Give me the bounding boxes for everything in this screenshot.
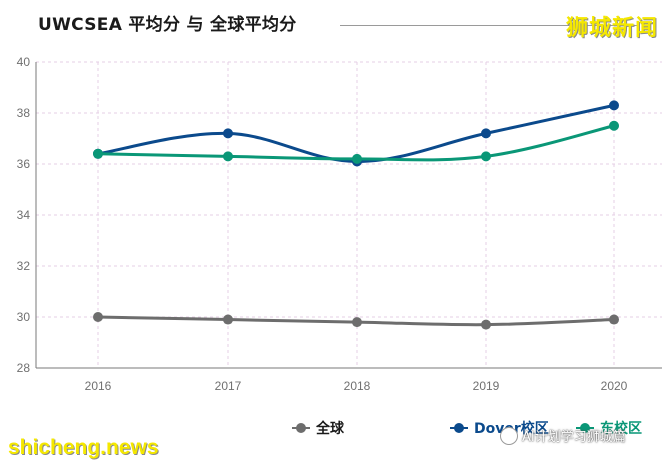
axis-layer: 28 30 32 34 36 38 40 2016 2017 2018 2019 2020 [17, 55, 662, 393]
x-tick-label: 2017 [215, 379, 242, 393]
y-tick-label: 32 [17, 259, 31, 273]
data-point-global [352, 317, 362, 328]
series-layer [93, 100, 619, 330]
y-tick-label: 40 [17, 55, 31, 69]
legend-dot-dover [454, 423, 464, 433]
site-watermark: shicheng.news [8, 436, 159, 459]
chart-title: UWCSEA 平均分 与 全球平均分 [38, 15, 297, 35]
legend-dot-east [580, 423, 590, 433]
brand-watermark: 狮城新闻 [565, 16, 658, 41]
series-line-dover [96, 103, 616, 163]
x-tick-label: 2020 [601, 379, 628, 393]
x-tick-label: 2018 [344, 379, 371, 393]
legend-label-global: 全球 [316, 421, 344, 437]
chart-legend: 全球 Dover校区 东校区 [0, 418, 664, 442]
y-tick-label: 34 [17, 208, 31, 222]
y-tick-label: 38 [17, 106, 31, 120]
data-point-dover [481, 128, 491, 139]
data-point-global [609, 314, 619, 325]
account-watermark: AI计划学习狮城篇 [500, 426, 626, 445]
x-tick-label: 2019 [473, 379, 500, 393]
x-tick-label: 2016 [85, 379, 112, 393]
title-divider [340, 25, 640, 26]
legend-item-east[interactable]: 东校区 [576, 418, 642, 438]
legend-dot-global [296, 423, 306, 433]
data-point-east [93, 148, 103, 159]
data-point-dover [609, 100, 619, 111]
data-point-global [93, 312, 103, 322]
y-tick-label: 36 [17, 157, 31, 171]
y-tick-label: 30 [17, 310, 31, 324]
data-point-east [481, 151, 491, 162]
account-logo-icon [500, 426, 518, 445]
data-point-east [223, 151, 233, 162]
legend-item-global[interactable]: 全球 [292, 418, 344, 438]
account-watermark-label: AI计划学习狮城篇 [522, 430, 626, 445]
legend-swatch-dover [450, 423, 468, 433]
y-tick-label: 28 [17, 361, 31, 375]
legend-swatch-global [292, 423, 310, 433]
data-point-global [223, 314, 233, 325]
data-point-east [352, 153, 362, 164]
legend-swatch-east [576, 423, 594, 433]
data-point-global [481, 319, 491, 330]
legend-label-east: 东校区 [600, 421, 642, 437]
data-point-dover [223, 128, 233, 139]
data-point-east [609, 120, 619, 131]
